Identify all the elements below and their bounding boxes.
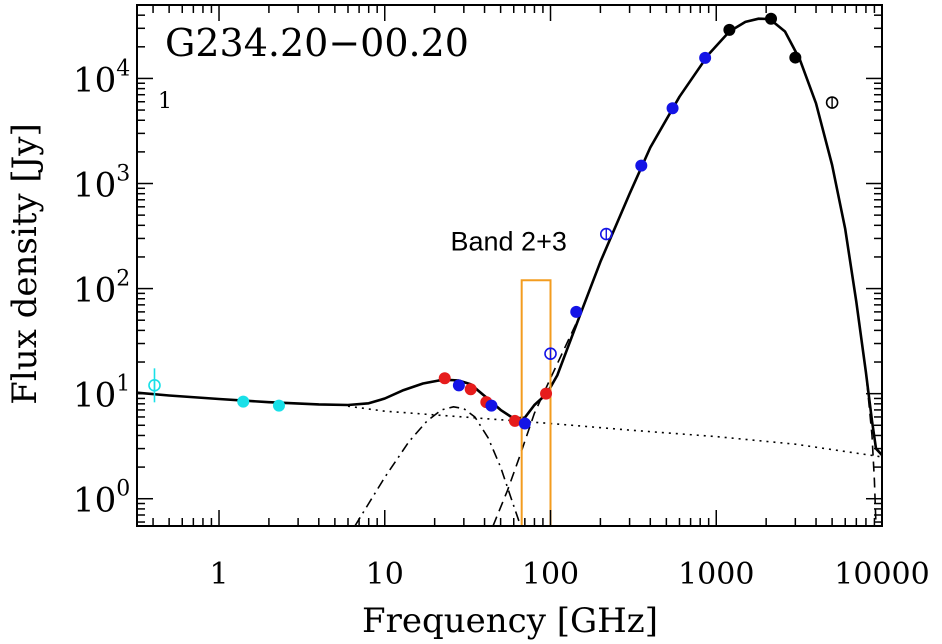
data-point [666,102,679,115]
point-marker [765,12,778,25]
point-marker [789,51,802,64]
point-marker [438,372,451,385]
curve-free-free [347,405,882,458]
data-point [508,414,521,427]
data-point [438,372,451,385]
point-marker [699,51,712,64]
data-point [237,395,250,408]
data-point [699,51,712,64]
data-point [452,379,465,392]
point-marker [508,414,521,427]
point-marker [666,102,679,115]
data-point [825,96,839,109]
point-marker [570,305,583,318]
data-point [570,305,583,318]
x-tick-label: 1 [209,557,228,592]
x-tick-label: 10000 [834,557,929,592]
y-tick-label: 101 [73,372,130,416]
point-marker [452,379,465,392]
data-points [148,12,839,430]
point-marker [237,395,250,408]
data-point [464,383,477,396]
y-tick-label: 103 [73,162,130,206]
y-tick-label: 104 [73,56,130,100]
model-curves [137,17,882,526]
band-annotation: Band 2+3 [451,226,567,527]
y-axis-label: Flux density [Jy] [5,123,45,405]
data-point [599,227,613,241]
axis-ticks: 1 10 100 1000 10000 100 101 102 103 104 [73,4,930,592]
point-marker [464,383,477,396]
point-marker [518,417,531,430]
point-marker [485,399,498,412]
plot-frame [136,4,883,527]
data-point [765,12,778,25]
curve-spinning-dust [354,406,522,526]
point-marker [723,23,736,36]
data-point [544,347,557,361]
x-tick-label: 10 [366,557,404,592]
stray-mark: 1 [158,89,172,114]
data-point [635,159,648,172]
point-marker [635,159,648,172]
x-tick-label: 1000 [678,557,754,592]
curve-thermal-dust [492,17,877,526]
point-marker [540,387,553,400]
chart-title: G234.20−00.20 [165,21,469,65]
data-point [789,51,802,64]
data-point [272,399,285,412]
data-point [540,387,553,400]
data-point [723,23,736,36]
data-point [518,417,531,430]
data-point [148,368,161,403]
x-axis-label: Frequency [GHz] [362,601,658,641]
y-tick-label: 102 [73,267,130,311]
band-2-3-label: Band 2+3 [451,226,567,256]
y-tick-label: 100 [73,477,130,521]
x-tick-label: 100 [522,557,579,592]
point-marker [272,399,285,412]
data-point [485,399,498,412]
